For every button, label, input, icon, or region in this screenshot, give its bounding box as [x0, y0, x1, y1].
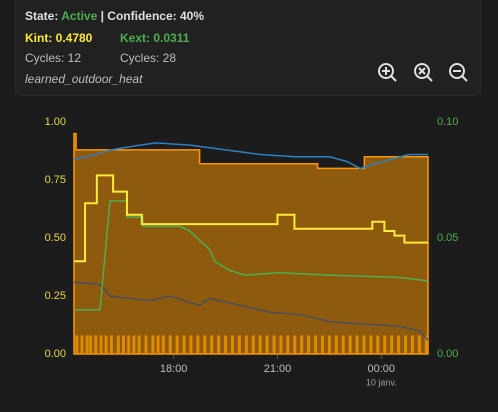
pulse-bar — [237, 335, 241, 354]
zoom-out[interactable] — [449, 63, 468, 82]
pulse-bar — [210, 335, 214, 354]
pulse-bar — [127, 335, 131, 354]
pulse-bar — [341, 335, 345, 354]
pulse-bar — [348, 335, 352, 354]
line — [73, 142, 428, 170]
pulse-bar — [265, 335, 269, 354]
state-label: State: — [25, 9, 59, 23]
pulse-bar — [85, 335, 89, 354]
pulse-bar — [244, 335, 248, 354]
y-tick-label: 0.75 — [45, 174, 66, 186]
pulse-bar — [224, 335, 228, 354]
area — [73, 132, 429, 355]
y2-tick-label: 0.05 — [437, 232, 458, 244]
pulse-bar — [161, 335, 165, 354]
pulse-bar — [203, 335, 207, 354]
pulse-bar — [104, 335, 108, 354]
pulse-bar — [320, 335, 324, 354]
pulse-bar — [355, 335, 359, 354]
pulse-bar — [272, 335, 276, 354]
pulse-bar — [151, 335, 155, 354]
pulse-bar — [189, 335, 193, 354]
line — [74, 200, 429, 311]
pulse-bar — [94, 335, 98, 354]
pulse-bar — [217, 335, 221, 354]
pulse-bar — [156, 335, 160, 354]
pulse-bar — [168, 335, 172, 354]
pulse-bar — [307, 335, 311, 354]
pulse-bar — [410, 335, 414, 354]
info-panel — [15, 0, 481, 96]
pulse-bar — [230, 335, 234, 354]
pulse-bar — [75, 335, 79, 354]
pulse-bar — [121, 335, 125, 354]
cycles-ext: Cycles: 28 — [120, 51, 177, 65]
pulse-bar — [251, 335, 255, 354]
zoom-reset[interactable] — [414, 63, 433, 82]
line — [73, 281, 429, 341]
y-tick-label: 0.25 — [45, 290, 66, 302]
pulse-bar — [116, 335, 120, 354]
confidence: | Confidence: 40% — [100, 9, 204, 23]
y-tick-label: 0.00 — [45, 348, 66, 360]
pulse-bar — [293, 335, 297, 354]
pulse-bar — [258, 335, 262, 354]
x-tick-label: 21:00 — [264, 363, 292, 375]
mode: learned_outdoor_heat — [25, 72, 143, 86]
pulse-bar — [80, 335, 84, 354]
y-tick-label: 0.50 — [45, 232, 66, 244]
pulse-bar — [362, 335, 366, 354]
pulse-bar — [327, 335, 331, 354]
pulse-bar — [132, 335, 136, 354]
y-tick-label: 1.00 — [45, 116, 66, 128]
state: Active — [61, 9, 98, 23]
pulse-bar — [144, 335, 148, 354]
kext: Kext: 0.0311 — [120, 31, 190, 45]
pulse-bar — [300, 335, 304, 354]
pulse-bar — [376, 335, 380, 354]
pulse-bar — [279, 335, 283, 354]
cycles-int: Cycles: 12 — [25, 51, 82, 65]
pulse-bar — [175, 335, 179, 354]
x-date-label: 10 janv. — [366, 377, 397, 387]
line — [74, 174, 428, 263]
pulse-bar — [424, 335, 428, 354]
x-tick-label: 18:00 — [160, 363, 188, 375]
pulse-bar — [182, 335, 186, 354]
pulse-bar — [196, 335, 200, 354]
zoom-in[interactable] — [378, 63, 397, 82]
pulse-bar — [286, 335, 290, 354]
pulse-bar — [397, 335, 401, 354]
pulse-bar — [89, 335, 93, 354]
pulse-bar — [404, 335, 408, 354]
pulse-bar — [137, 335, 141, 354]
pulse-bar — [390, 335, 394, 354]
pulse-bar — [314, 335, 318, 354]
pulse-bar — [334, 335, 338, 354]
y2-tick-label: 0.10 — [437, 116, 458, 128]
pulse-bar — [383, 335, 387, 354]
x-tick-label: 00:00 — [368, 363, 396, 375]
kint: Kint: 0.4780 — [25, 31, 93, 45]
pulse-bar — [109, 335, 113, 354]
pulse-bar — [369, 335, 373, 354]
state-row: State: Active | Confidence: 40% — [25, 9, 204, 23]
pulse-bar — [99, 335, 103, 354]
zoom-controls — [378, 63, 468, 82]
y2-tick-label: 0.00 — [437, 348, 458, 360]
pulse-bar — [417, 335, 421, 354]
